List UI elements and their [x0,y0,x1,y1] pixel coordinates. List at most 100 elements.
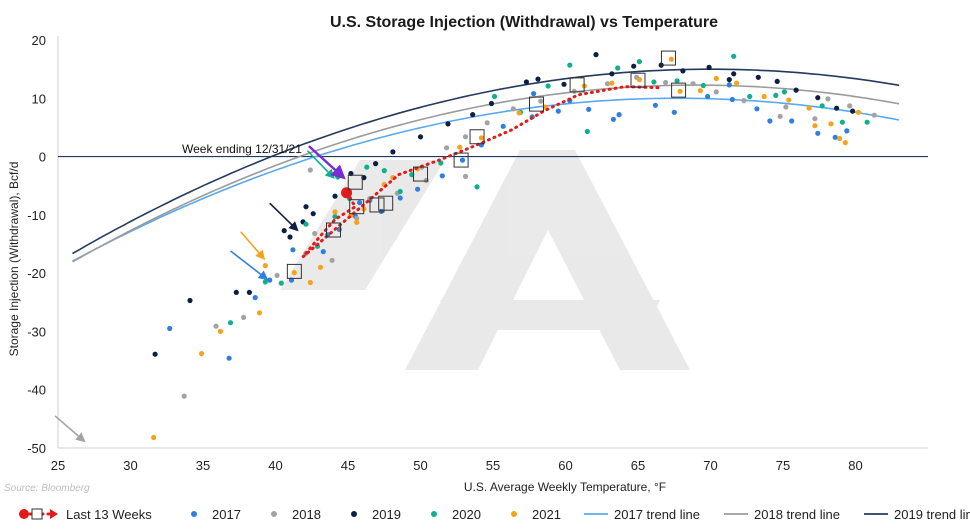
point-2017 [378,208,384,214]
point-2021 [256,310,263,316]
point-2020 [567,62,573,68]
square-marker [369,197,385,213]
point-2017 [815,130,821,136]
x-axis-label: U.S. Average Weekly Temperature, °F [464,480,666,494]
point-2017 [726,82,732,88]
square-marker [326,222,341,238]
trend-lines [72,68,900,263]
point-2017 [754,106,760,112]
point-2021 [855,109,862,115]
point-2021 [786,97,792,103]
square-marker [453,152,469,168]
point-2019 [233,289,239,295]
square-marker [347,174,363,190]
point-2019 [834,105,840,111]
point-2021 [478,135,484,141]
x-tick-label: 65 [631,458,645,473]
point-2020 [584,128,590,135]
point-2021 [806,105,812,111]
square-marker [469,129,485,145]
point-2018 [462,134,469,140]
point-2018 [307,167,313,173]
legend-swatch-dot [19,509,29,519]
point-2018 [713,89,719,95]
point-2018 [329,257,335,263]
point-2020 [839,119,846,125]
legend-swatch-dot [431,511,437,517]
point-2020 [545,83,551,89]
point-2021 [828,121,834,127]
legend-label: 2019 [372,507,401,522]
point-2017 [705,93,711,100]
point-2019 [726,77,732,83]
y-tick-label: 0 [39,150,46,165]
point-2021 [713,75,719,82]
point-2021 [812,123,818,129]
point-2019 [631,63,637,69]
y-tick-label: 10 [32,91,46,106]
last-13-weeks-path [301,85,665,258]
point-2018 [510,106,516,112]
legend-label: Last 13 Weeks [66,507,152,522]
square-marker [413,166,428,182]
x-tick-label: 80 [848,458,862,473]
source-note: Source: Bloomberg [4,483,90,494]
point-2017 [729,96,735,103]
point-2017 [832,134,838,140]
y-axis-label: Storage Injection (Withdrawal), Bcf/d [7,162,21,357]
y-tick-label: -40 [27,383,46,398]
square-markers [286,50,687,279]
point-2017 [671,109,677,115]
point-2020 [781,89,788,95]
legend-label: 2018 [292,507,321,522]
point-2018 [423,177,429,184]
point-2018 [825,96,831,102]
legend-swatch-square [31,508,43,520]
legend-item: 2018 trend line [724,507,840,522]
arrow [306,150,335,179]
chart-title: U.S. Storage Injection (Withdrawal) vs T… [330,14,718,31]
point-2018 [312,230,318,237]
point-2019 [523,79,530,85]
point-2018 [444,145,450,151]
x-tick-label: 50 [413,458,427,473]
point-2017 [226,355,232,361]
point-2020 [819,103,825,109]
point-2021 [677,88,683,94]
x-tick-label: 45 [341,458,355,473]
point-2017 [555,108,561,114]
point-2020 [262,279,268,285]
point-2021 [457,144,463,150]
y-tick-label: 20 [32,33,46,48]
point-2019 [390,149,396,155]
point-2021 [198,351,205,357]
legend-item: 2019 trend line [864,507,970,522]
point-2021 [217,328,223,334]
point-2021 [609,80,615,86]
point-2017 [616,112,622,118]
point-2019 [417,134,424,140]
point-2021 [837,135,843,142]
point-2021 [307,279,313,286]
point-2018 [538,98,544,104]
point-2018 [783,104,789,110]
arrow [54,415,86,443]
y-tick-label: -20 [27,266,46,281]
point-2021 [291,270,297,276]
point-2018 [462,173,469,179]
point-2017 [459,157,466,163]
point-2021 [262,263,268,269]
x-tick-label: 70 [703,458,717,473]
legend-swatch-dot [191,511,197,517]
point-2017 [252,295,258,301]
point-2018 [847,103,853,109]
point-2019 [561,81,567,87]
x-tick-label: 25 [51,458,65,473]
point-2020 [303,221,309,227]
y-tick-label: -30 [27,324,46,339]
y-tick-label: -50 [27,441,46,456]
legend-label: 2018 trend line [754,507,840,522]
point-2019 [609,71,615,77]
point-2017 [531,91,537,97]
point-2019 [310,211,316,217]
